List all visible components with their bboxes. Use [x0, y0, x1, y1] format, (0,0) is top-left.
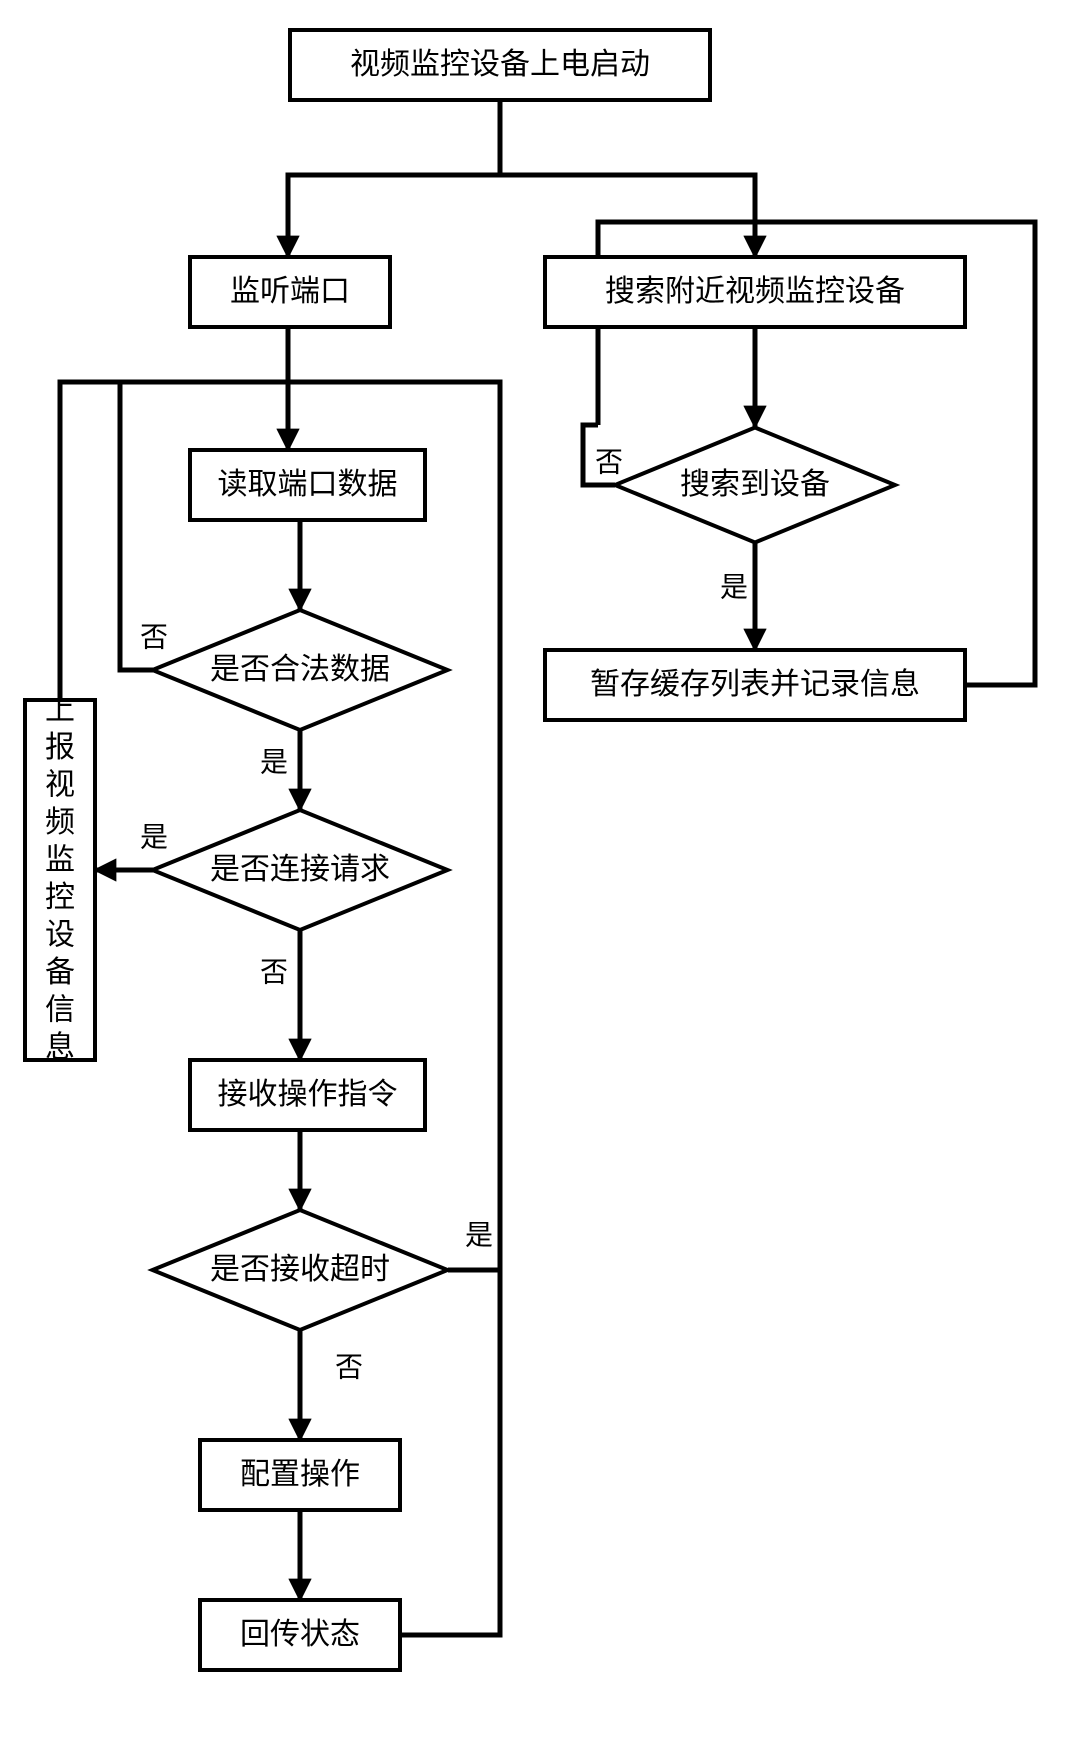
- node-label: 报: [45, 731, 75, 764]
- node-label: 监: [45, 844, 75, 877]
- node-start: 视频监控设备上电启动: [290, 30, 710, 100]
- node-valid: 是否合法数据: [153, 610, 448, 730]
- node-label: 控: [45, 881, 75, 914]
- node-label: 是否接收超时: [210, 1253, 390, 1286]
- node-label: 读取端口数据: [218, 468, 398, 501]
- edge-label: 是: [140, 822, 168, 853]
- node-timeout: 是否接收超时: [153, 1210, 448, 1330]
- edge-label: 否: [260, 957, 288, 988]
- node-label: 视频监控设备上电启动: [350, 48, 650, 81]
- node-label: 频: [45, 806, 75, 839]
- edge: [400, 382, 500, 1635]
- node-search: 搜索附近视频监控设备: [545, 257, 965, 327]
- edge-label: 是: [465, 1220, 493, 1251]
- node-label: 接收操作指令: [218, 1078, 398, 1111]
- edge: [288, 175, 500, 257]
- flowchart-canvas: 是否否是否是是否视频监控设备上电启动监听端口搜索附近视频监控设备读取端口数据搜索…: [0, 0, 1075, 1761]
- node-label: 视: [45, 769, 75, 802]
- node-label: 回传状态: [240, 1618, 360, 1651]
- node-config: 配置操作: [200, 1440, 400, 1510]
- node-label: 信: [45, 994, 75, 1027]
- node-label: 上: [45, 694, 75, 727]
- node-label: 是否合法数据: [210, 653, 390, 686]
- node-label: 暂存缓存列表并记录信息: [590, 668, 920, 701]
- node-report: 上报视频监控设备信息: [25, 694, 95, 1065]
- node-read: 读取端口数据: [190, 450, 425, 520]
- edge-label: 否: [595, 447, 623, 478]
- edge-label: 是: [720, 572, 748, 603]
- node-label: 息: [45, 1031, 75, 1064]
- node-listen: 监听端口: [190, 257, 390, 327]
- edge-label: 否: [140, 622, 168, 653]
- node-label: 备: [45, 956, 75, 989]
- node-label: 配置操作: [240, 1458, 360, 1491]
- edge: [500, 175, 755, 257]
- node-cache: 暂存缓存列表并记录信息: [545, 650, 965, 720]
- node-label: 监听端口: [230, 275, 350, 308]
- node-label: 设: [45, 919, 75, 952]
- node-status: 回传状态: [200, 1600, 400, 1670]
- node-found: 搜索到设备: [615, 428, 895, 543]
- node-label: 搜索到设备: [680, 468, 830, 501]
- edge-label: 是: [260, 747, 288, 778]
- node-label: 搜索附近视频监控设备: [605, 275, 905, 308]
- edge-label: 否: [335, 1352, 363, 1383]
- node-connreq: 是否连接请求: [153, 810, 448, 930]
- node-label: 是否连接请求: [210, 853, 390, 886]
- node-recvcmd: 接收操作指令: [190, 1060, 425, 1130]
